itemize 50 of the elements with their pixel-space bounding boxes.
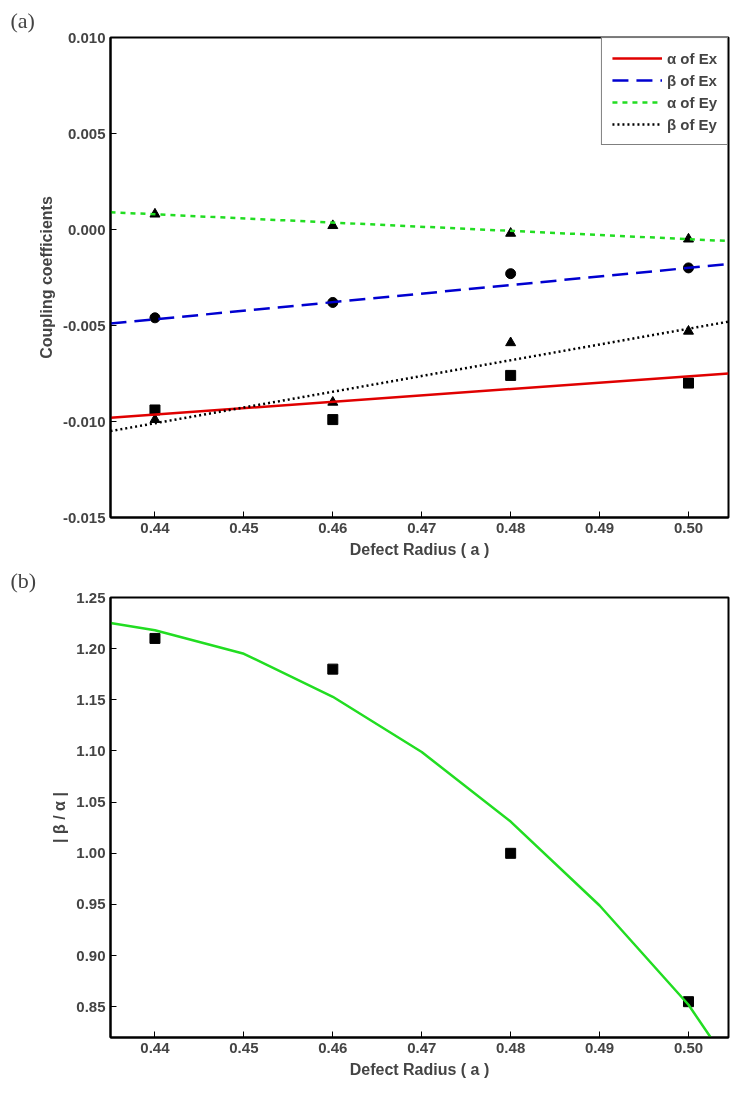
x-tick-label: 0.47 bbox=[407, 1038, 437, 1056]
x-tick-label: 0.44 bbox=[140, 518, 171, 536]
y-tick-label: 0.010 bbox=[67, 28, 106, 46]
y-tick-label: 0.005 bbox=[67, 124, 106, 142]
point bbox=[682, 377, 694, 389]
x-tick-label: 0.50 bbox=[673, 1038, 704, 1056]
point bbox=[505, 847, 517, 859]
x-tick-label: 0.49 bbox=[584, 518, 615, 536]
y-tick-label: 1.05 bbox=[76, 793, 106, 811]
x-axis-title: Defect Radius ( a ) bbox=[349, 1060, 490, 1078]
y-tick-label: 1.25 bbox=[76, 588, 106, 606]
x-tick-label: 0.46 bbox=[318, 518, 348, 536]
x-tick-label: 0.47 bbox=[407, 518, 437, 536]
y-tick-label: 0.85 bbox=[76, 997, 106, 1015]
point bbox=[505, 336, 517, 347]
legend-label: α of Ex bbox=[666, 49, 717, 67]
point bbox=[327, 663, 339, 675]
y-tick-label: 1.10 bbox=[76, 741, 106, 759]
y-tick-label: 0.000 bbox=[67, 220, 106, 238]
legend-label: β of Ex bbox=[666, 71, 717, 89]
x-tick-label: 0.48 bbox=[496, 518, 526, 536]
point bbox=[149, 632, 161, 644]
x-tick-label: 0.48 bbox=[496, 1038, 526, 1056]
x-tick-label: 0.49 bbox=[584, 1038, 615, 1056]
x-axis-title: Defect Radius ( a ) bbox=[349, 540, 490, 558]
y-tick-label: -0.010 bbox=[62, 412, 106, 430]
point bbox=[149, 312, 161, 324]
y-tick-label: -0.015 bbox=[62, 508, 106, 526]
y-tick-label: -0.005 bbox=[62, 316, 106, 334]
y-tick-label: 0.90 bbox=[76, 946, 106, 964]
point bbox=[327, 414, 339, 426]
y-tick-label: 1.15 bbox=[76, 690, 106, 708]
legend-label: β of Ey bbox=[666, 115, 717, 133]
legend-label: α of Ey bbox=[666, 93, 717, 111]
y-tick-label: 1.20 bbox=[76, 639, 106, 657]
y-tick-label: 0.95 bbox=[76, 895, 106, 913]
point bbox=[505, 268, 517, 280]
y-axis-title: Coupling coefficients bbox=[37, 196, 55, 359]
line-series bbox=[110, 621, 712, 1038]
x-tick-label: 0.46 bbox=[318, 1038, 348, 1056]
x-tick-label: 0.45 bbox=[229, 1038, 259, 1056]
point bbox=[505, 369, 517, 381]
y-tick-label: 1.00 bbox=[76, 844, 106, 862]
x-tick-label: 0.44 bbox=[140, 1038, 171, 1056]
x-tick-label: 0.50 bbox=[673, 518, 704, 536]
x-tick-label: 0.45 bbox=[229, 518, 259, 536]
y-axis-title: | β / α | bbox=[51, 792, 69, 843]
text: (b) bbox=[10, 567, 37, 593]
point bbox=[682, 324, 694, 335]
text: (a) bbox=[10, 7, 35, 33]
